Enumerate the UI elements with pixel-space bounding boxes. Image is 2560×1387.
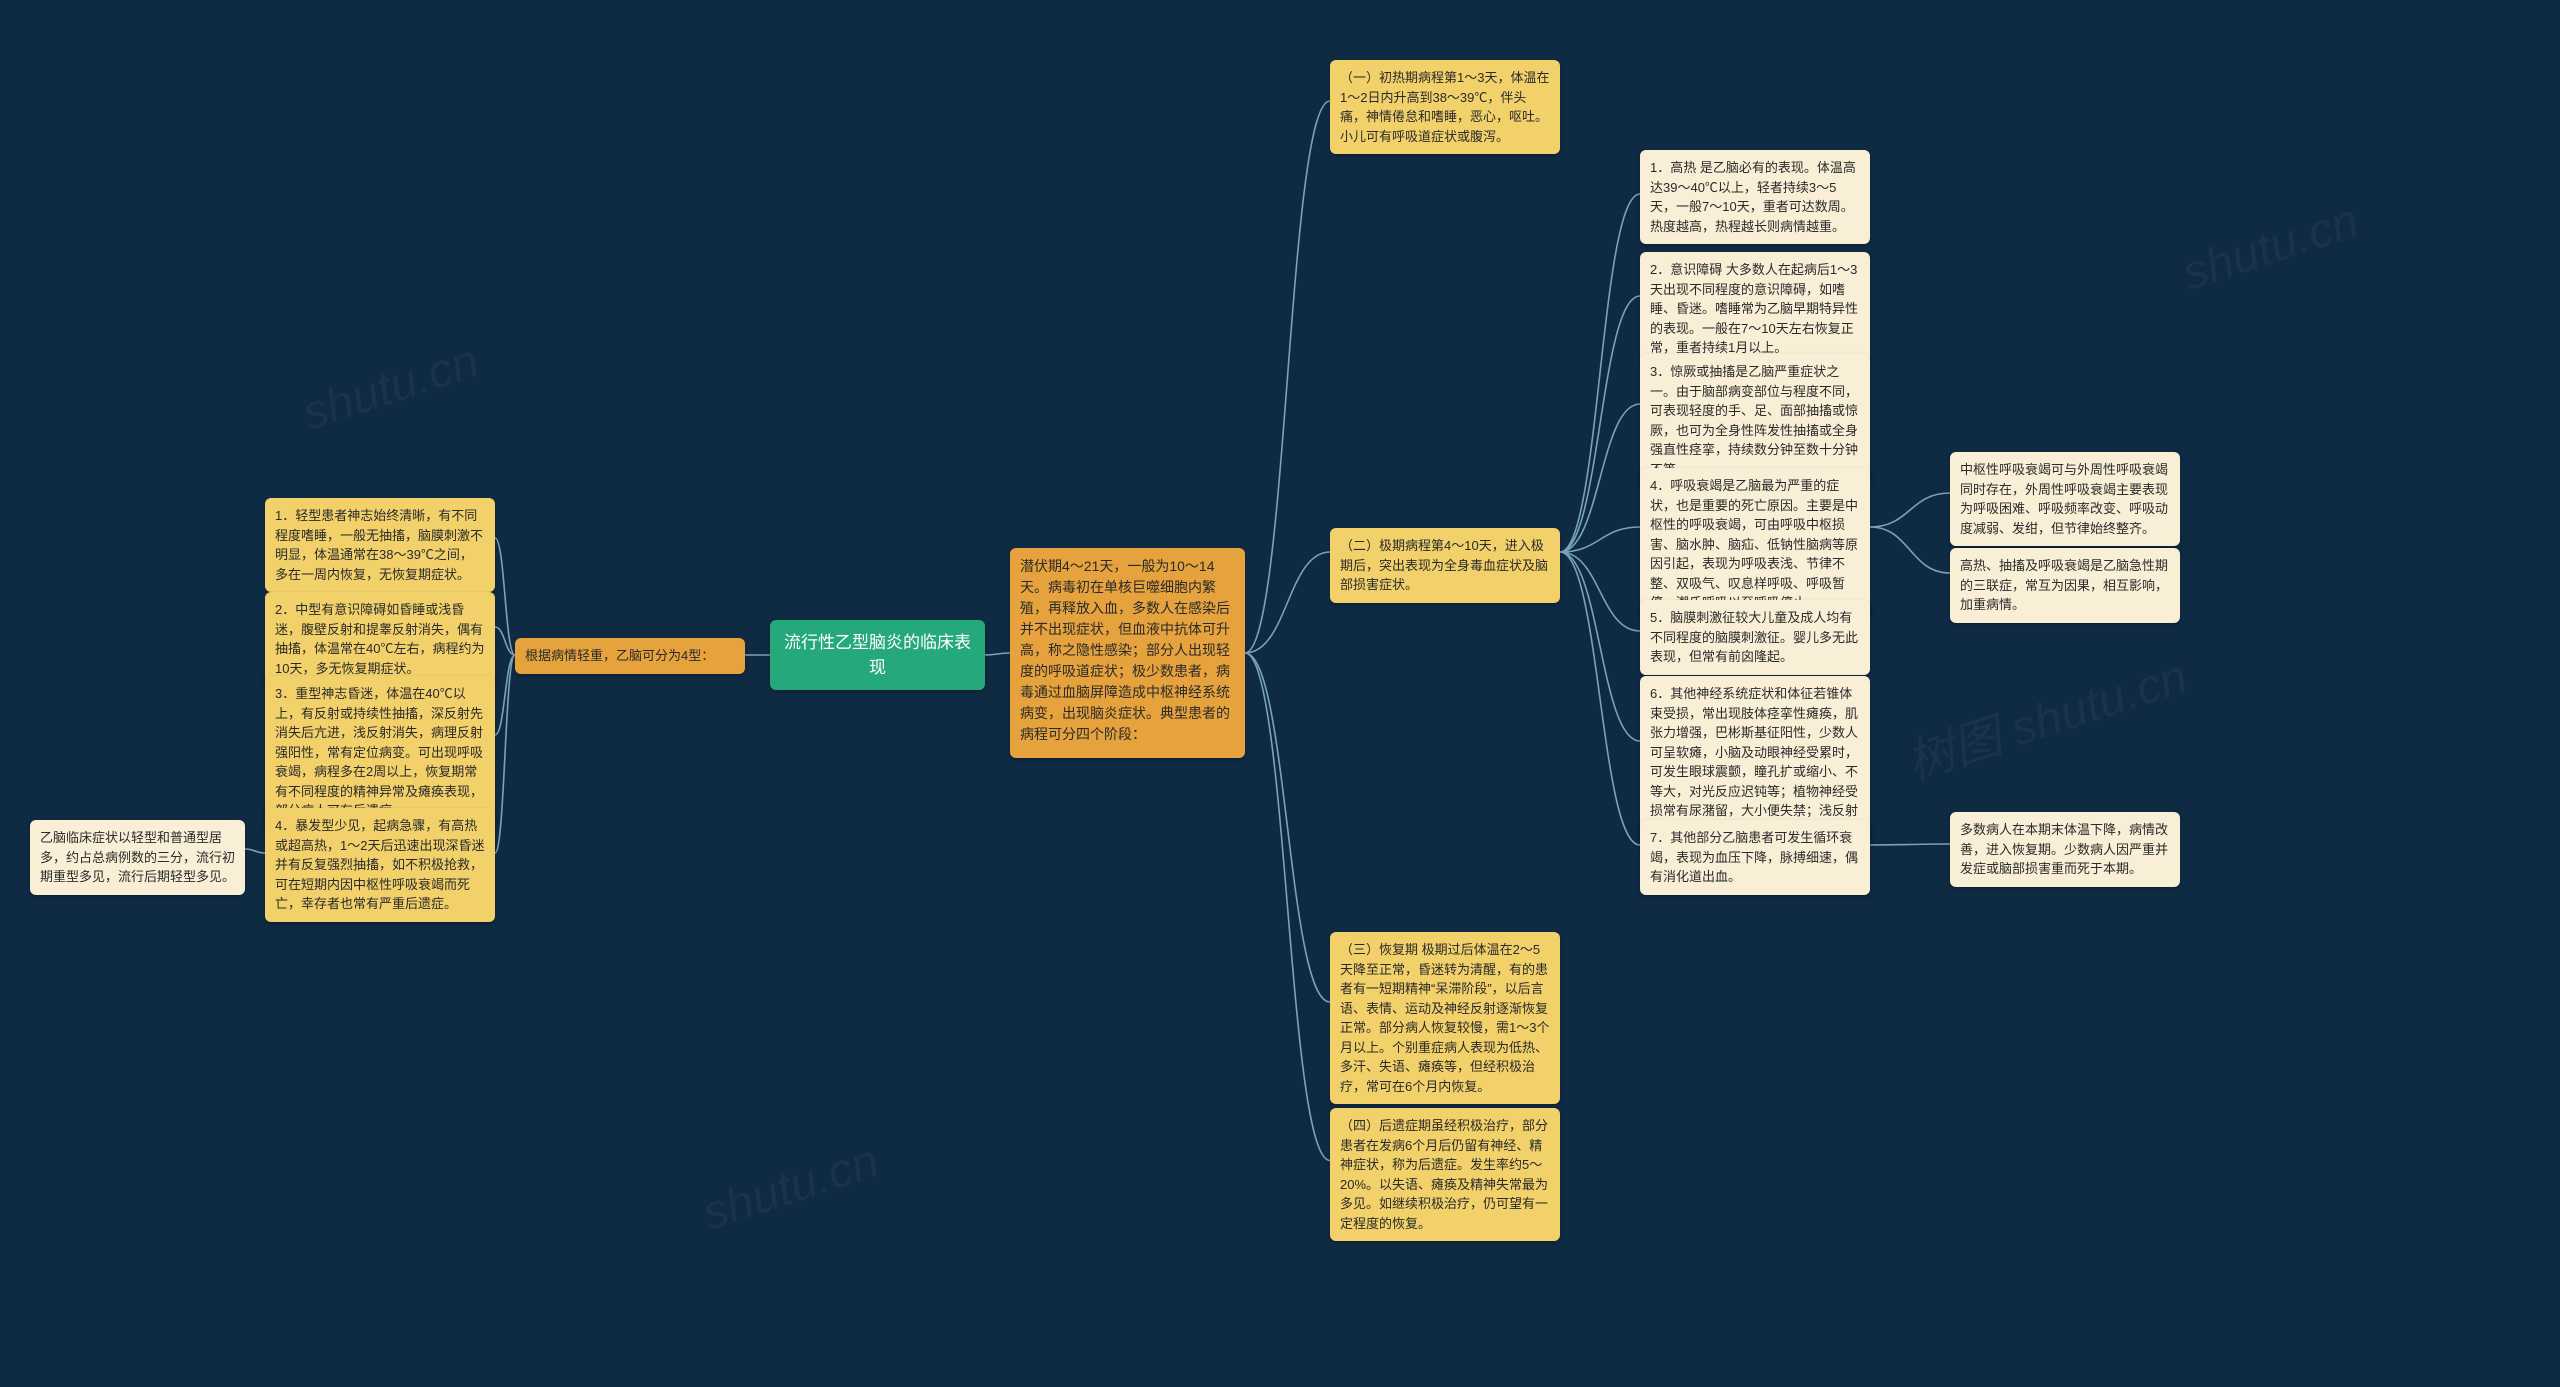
right-stage-2-item-4-sub-1: 中枢性呼吸衰竭可与外周性呼吸衰竭同时存在，外周性呼吸衰竭主要表现为呼吸困难、呼吸… — [1950, 452, 2180, 546]
watermark: shutu.cn — [296, 333, 486, 441]
left-type-4: 4．暴发型少见，起病急骤，有高热或超高热，1～2天后迅速出现深昏迷并有反复强烈抽… — [265, 808, 495, 922]
root-node: 流行性乙型脑炎的临床表现 — [770, 620, 985, 690]
watermark: shutu.cn — [696, 1133, 886, 1241]
left-type-2: 2．中型有意识障碍如昏睡或浅昏迷，腹壁反射和提睾反射消失，偶有抽搐，体温常在40… — [265, 592, 495, 686]
right-stage-2-item-5: 5．脑膜刺激征较大儿童及成人均有不同程度的脑膜刺激征。婴儿多无此表现，但常有前囟… — [1640, 600, 1870, 675]
left-type-1: 1．轻型患者神志始终清晰，有不同程度嗜睡，一般无抽搐，脑膜刺激不明显，体温通常在… — [265, 498, 495, 592]
left-type-3: 3．重型神志昏迷，体温在40℃以上，有反射或持续性抽搐，深反射先消失后亢进，浅反… — [265, 676, 495, 829]
right-stage-3: （三）恢复期 极期过后体温在2～5天降至正常，昏迷转为清醒，有的患者有一短期精神… — [1330, 932, 1560, 1104]
right-stage-2: （二）极期病程第4～10天，进入极期后，突出表现为全身毒血症状及脑部损害症状。 — [1330, 528, 1560, 603]
right-stage-2-item-4: 4．呼吸衰竭是乙脑最为严重的症状，也是重要的死亡原因。主要是中枢性的呼吸衰竭，可… — [1640, 468, 1870, 621]
right-stage-2-item-1: 1．高热 是乙脑必有的表现。体温高达39～40℃以上，轻者持续3～5天，一般7～… — [1640, 150, 1870, 244]
right-stage-2-item-4-sub-2: 高热、抽搐及呼吸衰竭是乙脑急性期的三联症，常互为因果，相互影响，加重病情。 — [1950, 548, 2180, 623]
watermark: shutu.cn — [2176, 193, 2366, 301]
right-stage-2-item-2: 2．意识障碍 大多数人在起病后1～3天出现不同程度的意识障碍，如嗜睡、昏迷。嗜睡… — [1640, 252, 1870, 366]
left-type-4-note-1: 乙脑临床症状以轻型和普通型居多，约占总病例数的三分，流行初期重型多见，流行后期轻… — [30, 820, 245, 895]
right-stage-2-item-7-sub-1: 多数病人在本期末体温下降，病情改善，进入恢复期。少数病人因严重并发症或脑部损害重… — [1950, 812, 2180, 887]
right-incubation: 潜伏期4～21天，一般为10～14天。病毒初在单核巨噬细胞内繁殖，再释放入血，多… — [1010, 548, 1245, 758]
left-category: 根据病情轻重，乙脑可分为4型： — [515, 638, 745, 674]
watermark: 树图 shutu.cn — [1896, 637, 2194, 793]
right-stage-2-item-7: 7．其他部分乙脑患者可发生循环衰竭，表现为血压下降，脉搏细速，偶有消化道出血。 — [1640, 820, 1870, 895]
right-stage-4: （四）后遗症期虽经积极治疗，部分患者在发病6个月后仍留有神经、精神症状，称为后遗… — [1330, 1108, 1560, 1241]
right-stage-1: （一）初热期病程第1～3天，体温在1～2日内升高到38～39℃，伴头痛，神情倦怠… — [1330, 60, 1560, 154]
